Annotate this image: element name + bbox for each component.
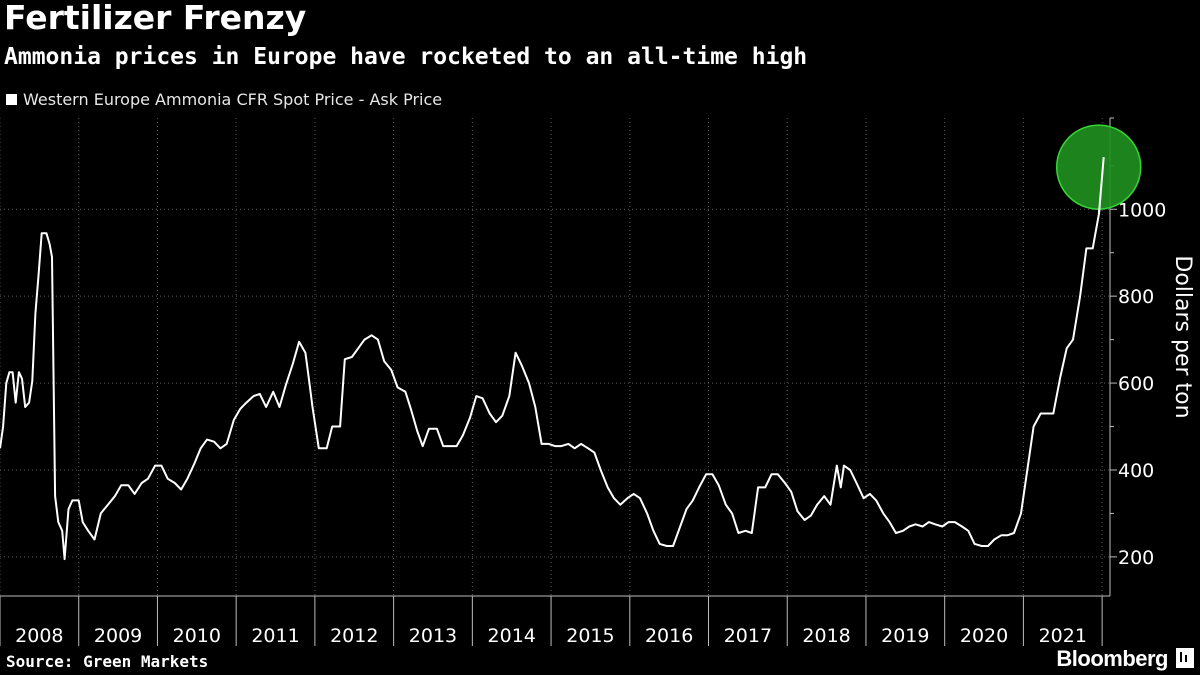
brand-logo: Bloomberg: [1056, 646, 1168, 671]
y-tick-label: 600: [1118, 373, 1154, 395]
chart-title: Fertilizer Frenzy: [4, 0, 307, 37]
y-tick-label: 200: [1118, 547, 1154, 569]
y-tick-label: 400: [1118, 460, 1154, 482]
x-tick-label: 2011: [251, 625, 299, 647]
y-axis-label: Dollars per ton: [1170, 255, 1195, 418]
x-tick-label: 2015: [566, 625, 614, 647]
x-tick-label: 2013: [409, 625, 457, 647]
y-tick-label: 800: [1118, 286, 1154, 308]
x-tick-label: 2017: [724, 625, 772, 647]
x-tick-label: 2008: [15, 625, 63, 647]
all-time-high-highlight-circle: [1055, 124, 1142, 210]
x-tick-label: 2021: [1039, 625, 1087, 647]
bloomberg-terminal-icon: [1176, 648, 1194, 668]
x-tick-label: 2018: [802, 625, 850, 647]
source-note: Source: Green Markets: [6, 652, 209, 671]
x-tick-label: 2010: [173, 625, 221, 647]
price-series-line-latest: [1097, 157, 1105, 214]
x-tick-label: 2009: [94, 625, 142, 647]
y-tick-label: 1000: [1118, 199, 1166, 221]
x-tick-label: 2020: [960, 625, 1008, 647]
x-tick-label: 2012: [330, 625, 378, 647]
price-series-line: [0, 157, 1105, 561]
x-tick-label: 2014: [488, 625, 536, 647]
legend-label: Western Europe Ammonia CFR Spot Price - …: [23, 90, 443, 109]
legend-swatch: [6, 94, 17, 105]
legend: Western Europe Ammonia CFR Spot Price - …: [6, 90, 442, 109]
x-tick-label: 2019: [881, 625, 929, 647]
x-tick-label: 2016: [645, 625, 693, 647]
chart-subtitle: Ammonia prices in Europe have rocketed t…: [4, 44, 808, 70]
